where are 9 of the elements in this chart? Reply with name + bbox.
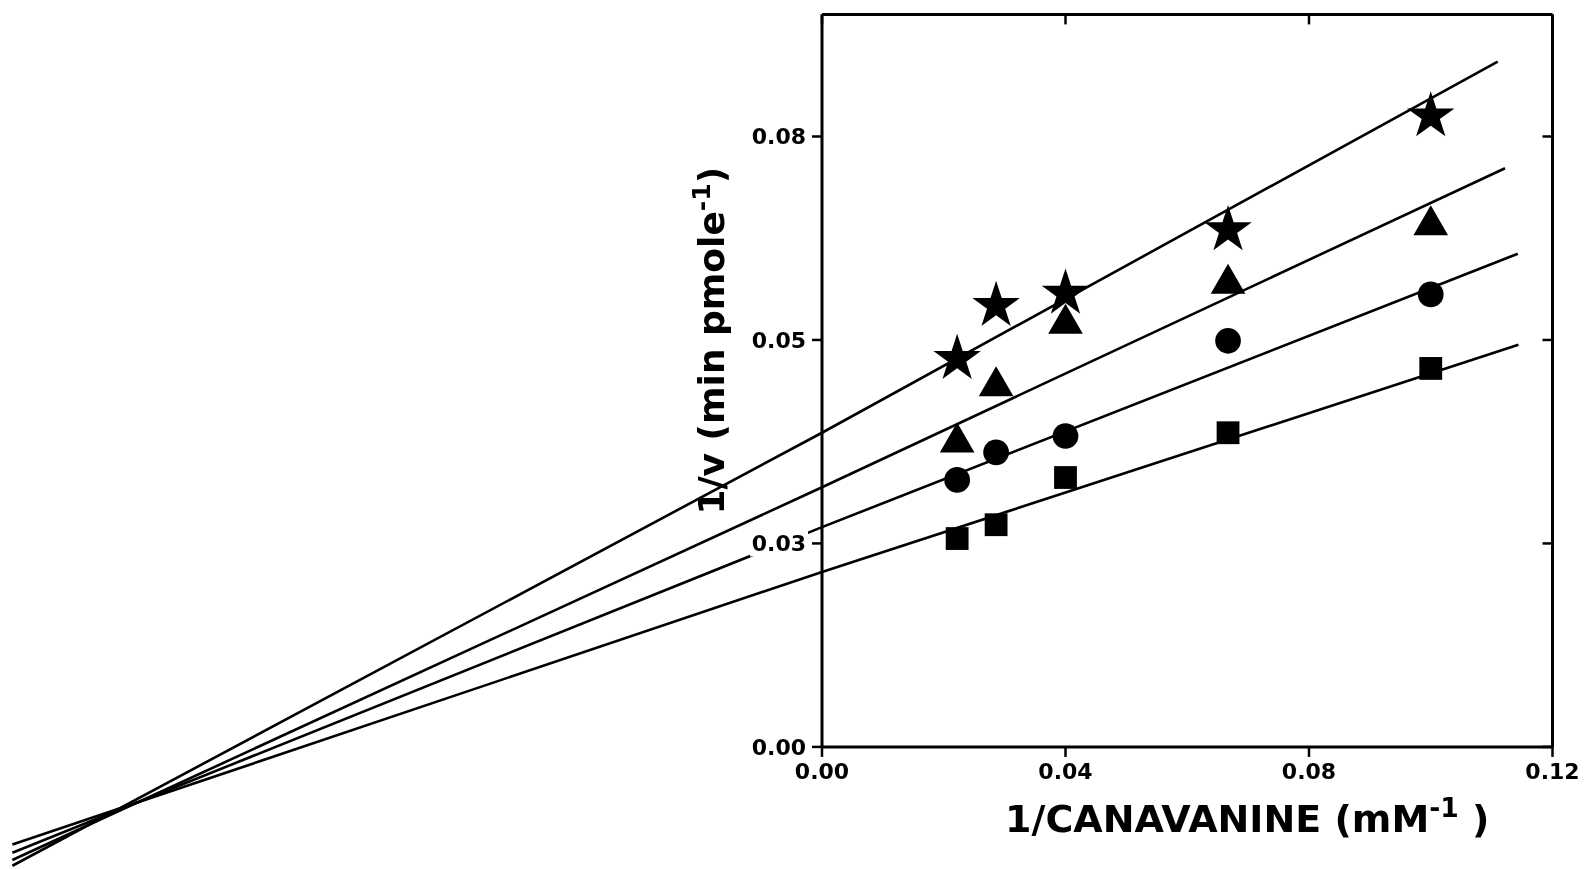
y-tick-label: 0.00 [751,734,807,760]
y-tick-label: 0.08 [751,124,807,150]
y-tick-label: 0.05 [751,327,807,353]
y-tick-label: 0.03 [751,531,807,557]
x-axis-title: 1/CANAVANINE (mM$^{-1}$ ) [1005,791,1490,841]
x-tick-label: 0.08 [1281,758,1337,784]
x-tick-label: 0.04 [1038,758,1093,784]
x-tick-label: 0.00 [794,758,850,784]
x-tick-label: 0.12 [1525,758,1580,784]
